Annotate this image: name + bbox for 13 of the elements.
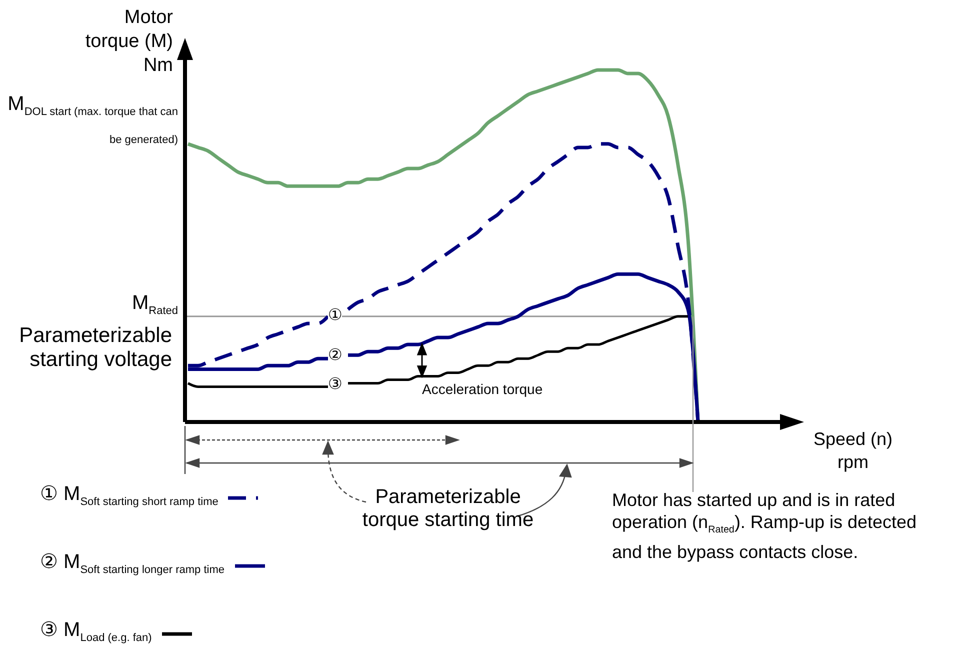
annotation: ② bbox=[328, 346, 342, 364]
annotation: Acceleration torque bbox=[422, 381, 543, 397]
legend-label: ③ M$_{Load (e.g. fan)}$ bbox=[40, 618, 152, 646]
annotation: ① bbox=[328, 306, 342, 324]
legend-label: ② M$_{Soft starting longer ramp time}$ bbox=[40, 550, 225, 578]
y-axis-title: Motor torque (M) Nm bbox=[84, 6, 173, 78]
x-axis-title: Speed (n) rpm bbox=[812, 428, 894, 474]
text: Parameterizable torque starting time bbox=[361, 486, 535, 532]
text: Parameterizable starting voltage bbox=[18, 324, 172, 372]
annotation: ③ bbox=[328, 376, 342, 393]
legend-label: ① M$_{Soft starting short ramp time}$ bbox=[40, 482, 218, 510]
text: Motor has started up and is in rated operation (n$_{Rated}$). Ramp-up is detected and the bypass contacts close. bbox=[612, 489, 918, 564]
ref-line-label: M$_{Rated}$ bbox=[132, 292, 178, 318]
